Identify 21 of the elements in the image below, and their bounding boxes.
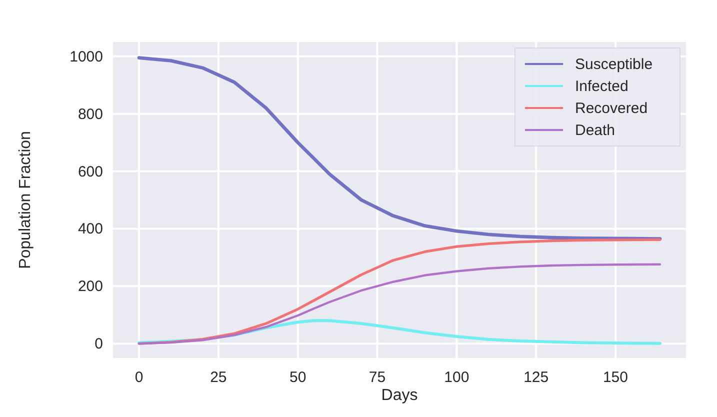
- x-tick-label: 0: [134, 369, 144, 386]
- x-tick-label: 50: [290, 369, 306, 386]
- y-tick-label: 600: [78, 163, 103, 180]
- line-series: [138, 263, 662, 345]
- x-tick-label: 100: [444, 369, 470, 386]
- x-tick-label: 150: [602, 369, 628, 386]
- y-axis-title: Population Fraction: [17, 131, 34, 269]
- legend-label: Death: [575, 122, 616, 139]
- y-tick-label: 400: [78, 220, 103, 238]
- legend-label: Recovered: [575, 100, 648, 117]
- legend-label: Infected: [575, 78, 628, 95]
- x-tick-label: 125: [524, 369, 549, 386]
- y-tick-label: 0: [94, 336, 103, 353]
- x-tick-label: 25: [210, 369, 227, 386]
- x-axis-title: Days: [381, 387, 418, 404]
- y-tick-label: 800: [78, 106, 103, 123]
- y-tick-label: 1000: [70, 48, 103, 66]
- x-tick-label: 75: [368, 369, 386, 386]
- y-tick-label: 200: [78, 278, 103, 296]
- legend-label: Susceptible: [575, 56, 653, 73]
- line-series: [137, 56, 662, 240]
